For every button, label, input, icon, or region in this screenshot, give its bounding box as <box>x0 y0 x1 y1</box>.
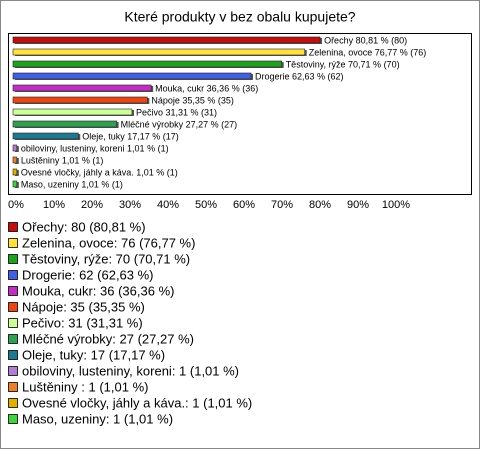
legend-label: Mouka, cukr: 36 (36,36 %) <box>22 283 174 298</box>
x-tick-label: 20% <box>81 199 103 211</box>
value-label: Těstoviny, rýže 70,71 % (70) <box>286 59 400 69</box>
legend-swatch <box>8 334 18 344</box>
bar <box>12 156 18 164</box>
bar <box>12 72 252 80</box>
legend-label: Ořechy: 80 (80,81 %) <box>22 219 146 234</box>
legend-swatch <box>8 222 18 232</box>
x-tick-label: 50% <box>195 199 217 211</box>
legend-swatch <box>8 318 18 328</box>
value-label: Nápoje 35,35 % (35) <box>151 95 234 105</box>
bar <box>12 60 282 68</box>
legend-swatch <box>8 302 18 312</box>
chart-title: Které produkty v bez obalu kupujete? <box>124 9 355 25</box>
legend-label: Mléčné výrobky: 27 (27,27 %) <box>22 331 194 346</box>
bar <box>12 180 18 188</box>
value-label: Mouka, cukr 36,36 % (36) <box>155 83 258 93</box>
bar <box>12 120 117 128</box>
legend-label: Maso, uzeniny: 1 (1,01 %) <box>22 411 173 426</box>
value-label: Mléčné výrobky 27,27 % (27) <box>121 119 238 129</box>
legend-label: Oleje, tuky: 17 (17,17 %) <box>22 347 165 362</box>
legend-label: Luštěniny : 1 (1,01 %) <box>22 379 148 394</box>
bar <box>12 84 152 92</box>
x-tick-label: 60% <box>233 199 255 211</box>
legend-label: Zelenina, ovoce: 76 (76,77 %) <box>22 235 195 250</box>
x-tick-label: 30% <box>119 199 141 211</box>
x-tick-label: 80% <box>309 199 331 211</box>
bar <box>12 36 321 44</box>
legend-swatch <box>8 366 18 376</box>
bar <box>12 144 18 152</box>
x-tick-label: 90% <box>347 199 369 211</box>
legend-swatch <box>8 254 18 264</box>
legend-swatch <box>8 286 18 296</box>
value-label: Drogerie 62,63 % (62) <box>255 71 344 81</box>
legend-label: Ovesné vločky, jáhly a káva.: 1 (1,01 %) <box>22 395 252 410</box>
legend-swatch <box>8 270 18 280</box>
bar <box>12 96 148 104</box>
legend-label: Těstoviny, rýže: 70 (70,71 %) <box>22 251 190 266</box>
legend-swatch <box>8 382 18 392</box>
value-label: Zelenina, ovoce 76,77 % (76) <box>309 47 427 57</box>
legend-swatch <box>8 414 18 424</box>
legend-label: Drogerie: 62 (62,63 %) <box>22 267 154 282</box>
value-label: Oleje, tuky 17,17 % (17) <box>82 131 179 141</box>
value-label: Ořechy 80,81 % (80) <box>324 35 407 45</box>
value-label: obiloviny, lusteniny, koreni 1,01 % (1) <box>21 143 169 153</box>
x-tick-label: 100% <box>382 199 410 211</box>
legend-label: Pečivo: 31 (31,31 %) <box>22 315 143 330</box>
value-label: Luštěniny 1,01 % (1) <box>21 155 104 165</box>
value-label: Maso, uzeniny 1,01 % (1) <box>21 179 123 189</box>
bar <box>12 48 306 56</box>
x-tick-label: 10% <box>43 199 65 211</box>
bar <box>12 108 133 116</box>
bar <box>12 132 79 140</box>
bar <box>12 168 18 176</box>
x-tick-label: 40% <box>157 199 179 211</box>
value-label: Ovesné vločky, jáhly a káva. 1,01 % (1) <box>21 167 178 177</box>
x-tick-label: 70% <box>271 199 293 211</box>
value-label: Pečivo 31,31 % (31) <box>136 107 217 117</box>
legend-swatch <box>8 350 18 360</box>
legend-label: Nápoje: 35 (35,35 %) <box>22 299 145 314</box>
x-tick-label: 0% <box>8 199 24 211</box>
legend-label: obiloviny, lusteniny, koreni: 1 (1,01 %) <box>22 363 239 378</box>
legend-swatch <box>8 398 18 408</box>
legend-swatch <box>8 238 18 248</box>
